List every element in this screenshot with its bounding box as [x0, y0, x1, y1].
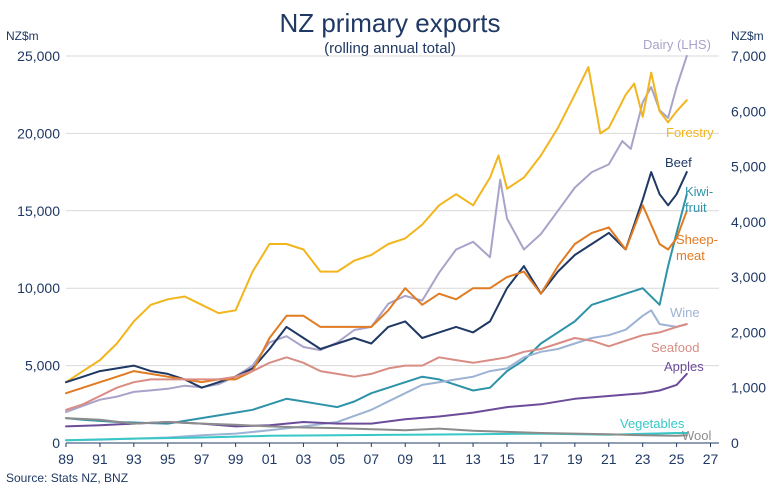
x-tick-label: 09 — [397, 451, 413, 467]
series-label-beef: Beef — [665, 155, 692, 170]
series-line-forestry — [65, 66, 688, 384]
x-tick-label: 27 — [703, 451, 719, 467]
y-right-tick-label: 3,000 — [731, 269, 766, 285]
series-label-kiwifruit: Kiwi-fruit — [685, 184, 713, 215]
series-line-apples — [65, 372, 688, 428]
y-right-tick-label: 1,000 — [731, 380, 766, 396]
axes — [65, 442, 719, 447]
x-tick-label: 91 — [92, 451, 108, 467]
x-tick-label: 93 — [126, 451, 142, 467]
series-label-sheepmeat: Sheep-meat — [676, 232, 718, 263]
y-left-tick-label: 20,000 — [17, 125, 60, 141]
y-right-tick-label: 4,000 — [731, 214, 766, 230]
y-left-tick-label: 0 — [52, 435, 60, 451]
y-right-tick-label: 2,000 — [731, 324, 766, 340]
y-right-tick-labels: 0 1,000 2,000 3,000 4,000 5,000 6,000 7,000 — [731, 48, 766, 451]
y-left-tick-labels: 0 5,000 10,000 15,000 20,000 25,000 — [17, 48, 60, 451]
plot-lines — [65, 55, 688, 442]
x-tick-label: 03 — [296, 451, 312, 467]
series-label-apples: Apples — [664, 359, 704, 374]
y-left-tick-label: 25,000 — [17, 48, 60, 64]
x-tick-label: 97 — [194, 451, 210, 467]
x-tick-label: 01 — [262, 451, 278, 467]
x-tick-label: 19 — [567, 451, 583, 467]
y-right-tick-label: 7,000 — [731, 48, 766, 64]
y-left-tick-label: 15,000 — [17, 203, 60, 219]
x-tick-label: 13 — [465, 451, 481, 467]
y-left-tick-label: 5,000 — [25, 358, 60, 374]
series-line-beef — [65, 171, 688, 389]
series-label-wine: Wine — [670, 305, 700, 320]
series-line-dairy-lhs — [65, 55, 688, 413]
x-tick-label: 99 — [228, 451, 244, 467]
series-line-wool — [65, 417, 688, 437]
x-tick-label: 95 — [160, 451, 176, 467]
x-tick-label: 23 — [635, 451, 651, 467]
y-right-tick-label: 6,000 — [731, 103, 766, 119]
x-tick-label: 11 — [432, 451, 447, 467]
x-tick-label: 17 — [533, 451, 549, 467]
source-note: Source: Stats NZ, BNZ — [6, 471, 128, 485]
series-line-sheepmeat — [65, 204, 688, 395]
y-left-tick-label: 10,000 — [17, 280, 60, 296]
series-label-wool: Wool — [682, 428, 711, 443]
series-label-dairy-lhs: Dairy (LHS) — [643, 37, 711, 52]
chart-subtitle: (rolling annual total) — [324, 40, 456, 57]
x-tick-label: 21 — [601, 451, 617, 467]
y-right-tick-label: 0 — [731, 435, 739, 451]
chart-title: NZ primary exports — [279, 8, 500, 38]
series-line-seafood — [65, 323, 688, 411]
x-tick-label: 25 — [669, 451, 685, 467]
series-line-wine — [65, 309, 688, 442]
y-right-tick-label: 5,000 — [731, 159, 766, 175]
x-tick-label: 89 — [58, 451, 74, 467]
x-tick-labels: 89 91 93 95 97 99 01 03 05 07 09 11 13 15 17 19 21 23 25 27 — [58, 451, 718, 467]
y-right-unit: NZ$m — [731, 29, 764, 43]
gridlines — [66, 55, 719, 444]
series-labels: Dairy (LHS) Forestry Beef Kiwi-fruit Sheep-m… — [620, 37, 718, 443]
x-tick-label: 05 — [330, 451, 346, 467]
series-label-vegetables: Vegetables — [620, 416, 685, 431]
series-label-forestry: Forestry — [666, 125, 714, 140]
series-label-seafood: Seafood — [651, 340, 699, 355]
y-left-unit: NZ$m — [6, 29, 39, 43]
x-tick-label: 07 — [364, 451, 380, 467]
x-tick-label: 15 — [499, 451, 515, 467]
